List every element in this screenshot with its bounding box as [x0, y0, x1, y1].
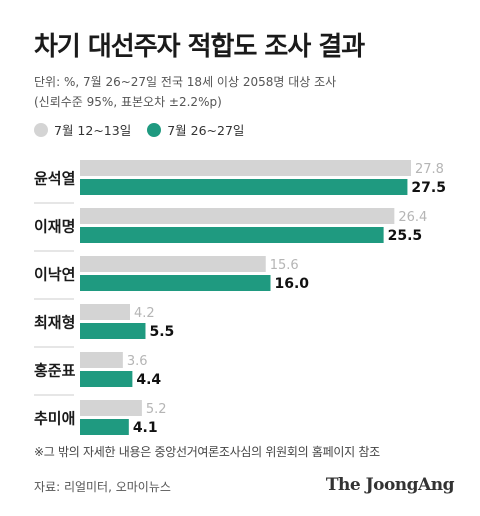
chart-subtitle: 단위: %, 7월 26~27일 전국 18세 이상 2058명 대상 조사 — [34, 75, 337, 89]
category-label: 홍준표 — [34, 362, 76, 380]
value-label-curr: 4.1 — [133, 420, 158, 436]
value-label-curr: 27.5 — [411, 180, 446, 196]
legend-swatch-curr — [147, 122, 162, 137]
source-credit: 자료: 리얼미터, 오마이뉴스 — [34, 480, 171, 494]
bar-curr — [80, 179, 408, 195]
value-label-curr: 25.5 — [388, 228, 423, 244]
value-label-prev: 26.4 — [398, 210, 427, 225]
brand-logo: The JoongAng — [325, 475, 455, 495]
legend-item-curr: 7월 26~27일 — [147, 120, 244, 139]
category-label: 이재명 — [34, 218, 75, 236]
bar-curr — [80, 227, 384, 243]
bar-prev — [80, 304, 131, 320]
bar-prev — [80, 400, 142, 416]
bar-chart: 윤석열 27.8 27.5 이재명 26.4 25.5 이낙연 15.6 16.0 최재형 4.2 5… — [34, 160, 446, 436]
legend-item-prev: 7월 12~13일 — [34, 120, 131, 139]
chart-subtitle-note: (신뢰수준 95%, 표본오차 ±2.2%p) — [34, 95, 222, 109]
legend-label-curr: 7월 26~27일 — [167, 123, 245, 138]
bar-curr — [80, 419, 129, 435]
chart-title: 차기 대선주자 적합도 조사 결과 — [34, 32, 365, 62]
bar-prev — [80, 352, 123, 368]
bar-prev — [80, 256, 266, 272]
value-label-prev: 3.6 — [127, 354, 148, 369]
value-label-prev: 15.6 — [270, 258, 299, 273]
category-label: 추미애 — [34, 410, 75, 428]
footnote: ※그 밖의 자세한 내용은 중앙선거여론조사심의 위원회의 홈페이지 참조 — [34, 445, 380, 459]
bar-curr — [80, 275, 271, 291]
category-label: 윤석열 — [34, 170, 75, 188]
bar-curr — [80, 323, 146, 339]
chart-legend: 7월 12~13일 7월 26~27일 — [34, 120, 260, 139]
bar-prev — [80, 208, 395, 224]
bar-curr — [80, 371, 133, 387]
value-label-curr: 5.5 — [149, 324, 174, 340]
value-label-curr: 16.0 — [275, 276, 310, 292]
legend-label-prev: 7월 12~13일 — [54, 123, 132, 138]
value-label-curr: 4.4 — [136, 372, 161, 388]
category-label: 이낙연 — [34, 266, 75, 284]
legend-swatch-prev — [34, 122, 48, 137]
category-label: 최재형 — [34, 314, 75, 332]
value-label-prev: 4.2 — [134, 306, 155, 321]
value-label-prev: 5.2 — [146, 402, 167, 417]
bar-prev — [80, 160, 411, 176]
value-label-prev: 27.8 — [415, 162, 444, 177]
